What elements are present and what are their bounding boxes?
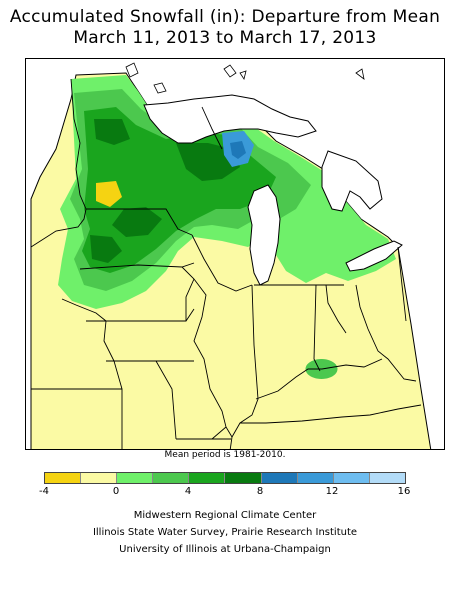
legend-tick-label: 4 xyxy=(184,486,192,497)
credit-line: Midwestern Regional Climate Center xyxy=(133,510,317,521)
legend-tick-label: 8 xyxy=(256,486,264,497)
legend-tick-label: 16 xyxy=(397,486,411,497)
state-boundaries xyxy=(30,78,422,449)
lake-erie xyxy=(345,240,403,272)
coastline-details xyxy=(125,62,365,94)
departure-zones xyxy=(58,75,396,379)
credit-line: Illinois State Water Survey, Prairie Res… xyxy=(92,527,358,538)
color-legend xyxy=(44,472,406,484)
legend-tick-label: 0 xyxy=(112,486,120,497)
credit-line: University of Illinois at Urbana-Champai… xyxy=(119,544,331,555)
legend-bin xyxy=(297,473,334,483)
snowfall-departure-map xyxy=(30,62,432,449)
legend-bin xyxy=(153,473,190,483)
map-panel xyxy=(25,58,445,450)
legend-bin xyxy=(45,473,82,483)
legend-bin xyxy=(189,473,226,483)
map-title: Accumulated Snowfall (in): Departure fro… xyxy=(9,7,441,27)
legend-tick-label: -4 xyxy=(39,486,49,497)
map-date-range: March 11, 2013 to March 17, 2013 xyxy=(73,28,377,48)
legend-bin xyxy=(117,473,154,483)
legend-bin xyxy=(369,473,405,483)
lake-michigan xyxy=(247,184,281,286)
legend-bin xyxy=(261,473,298,483)
lake-huron xyxy=(321,150,383,212)
legend-bin xyxy=(81,473,118,483)
lake-superior xyxy=(143,94,317,144)
great-lakes xyxy=(143,94,403,286)
legend-tick-label: 12 xyxy=(325,486,339,497)
mean-period-note: Mean period is 1981-2010. xyxy=(164,450,286,460)
legend-bin xyxy=(225,473,262,483)
legend-bin xyxy=(333,473,370,483)
